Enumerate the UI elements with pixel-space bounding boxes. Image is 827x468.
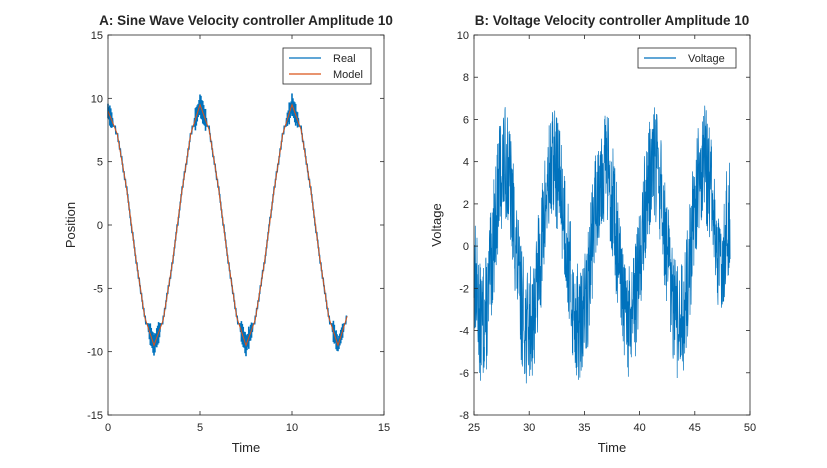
chart-a-series-model-line [107, 103, 348, 347]
chart-b-axes-box [473, 34, 751, 416]
chart-b-xtick-label: 30 [523, 422, 535, 434]
chart-b-ytick-label: 4 [463, 157, 469, 169]
chart-a-xtick-label: 0 [105, 422, 111, 434]
chart-a-xtick-label: 5 [197, 422, 203, 434]
chart-a-ylabel: Position [63, 202, 78, 248]
chart-b-ytick-label: -6 [459, 368, 469, 380]
chart-b-legend-voltage-label: Voltage [688, 53, 725, 65]
chart-a-plot-area: 0 5 10 15 -15 -10 -5 0 5 10 15 [87, 30, 390, 434]
chart-b-ytick-label: 8 [463, 72, 469, 84]
chart-b-ytick-label: -8 [459, 410, 469, 422]
chart-a-xtick-label: 15 [378, 422, 390, 434]
chart-a-legend: Real Model [282, 47, 372, 85]
chart-b-ytick-label: 0 [463, 241, 469, 253]
chart-b-plot-area: 25 30 35 40 45 50 -8 -6 -4 -2 0 2 4 6 8 10 [457, 30, 756, 434]
chart-b-legend-box [637, 47, 737, 69]
chart-b-xtick-label: 25 [468, 422, 480, 434]
chart-a-legend-box [282, 47, 372, 85]
chart-a-ytick-label: 15 [91, 30, 103, 42]
chart-a-title: A: Sine Wave Velocity controller Amplitu… [99, 13, 393, 28]
chart-b-ytick-label: 2 [463, 199, 469, 211]
chart-b-legend: Voltage [637, 47, 737, 69]
chart-b-ytick-label: 10 [457, 30, 469, 42]
chart-b-xlabel: Time [598, 440, 626, 455]
chart-a-legend-model-label: Model [333, 69, 363, 81]
chart-a-ytick-label: 5 [97, 157, 103, 169]
chart-b-series-voltage-line [473, 105, 731, 384]
chart-a-ytick-label: 10 [91, 93, 103, 105]
chart-b-ytick-label: -2 [459, 283, 469, 295]
chart-b-ytick-label: 6 [463, 114, 469, 126]
chart-a-xtick-label: 10 [286, 422, 298, 434]
chart-b-ytick-label: -4 [459, 326, 469, 338]
chart-a-ytick-label: -10 [87, 347, 103, 359]
chart-a-ytick-label: -15 [87, 410, 103, 422]
chart-b-ylabel: Voltage [429, 203, 444, 246]
chart-a-ytick-label: 0 [97, 220, 103, 232]
chart-b-title: B: Voltage Velocity controller Amplitude… [475, 13, 750, 28]
chart-a-ytick-label: -5 [93, 283, 103, 295]
chart-b-xtick-label: 50 [744, 422, 756, 434]
chart-b-xtick-label: 35 [578, 422, 590, 434]
chart-b-xtick-label: 45 [689, 422, 701, 434]
chart-b-xtick-label: 40 [633, 422, 645, 434]
chart-a: A: Sine Wave Velocity controller Amplitu… [63, 13, 393, 455]
chart-b: B: Voltage Velocity controller Amplitude… [429, 13, 756, 455]
chart-a-xlabel: Time [232, 440, 260, 455]
chart-a-legend-real-label: Real [333, 53, 356, 65]
